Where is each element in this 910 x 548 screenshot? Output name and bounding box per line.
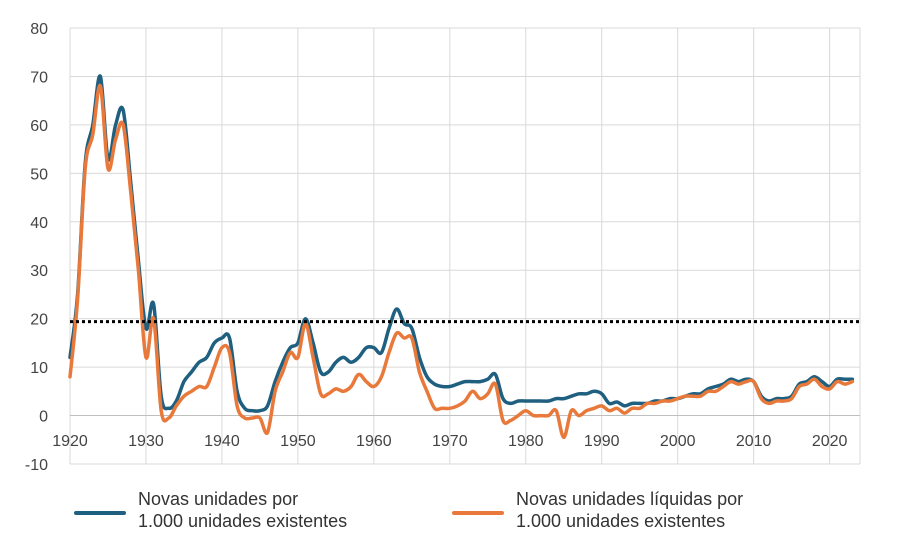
x-tick-label: 1930 [128, 433, 164, 450]
series-lines [68, 74, 855, 440]
y-tick-label: 50 [30, 166, 48, 183]
legend-label-series-2-line-2: 1.000 unidades existentes [516, 511, 726, 531]
grid [69, 27, 861, 465]
y-tick-label: 0 [39, 409, 48, 426]
x-tick-label: 1980 [508, 433, 544, 450]
y-tick-label: 20 [30, 312, 48, 329]
x-tick-label: 1940 [204, 433, 240, 450]
x-tick-label: 1990 [584, 433, 620, 450]
legend-label-series-2-line-1: Novas unidades líquidas por [516, 489, 744, 509]
y-axis: 80 70 60 50 40 30 20 10 0 -10 [25, 21, 48, 474]
y-tick-label: 10 [30, 360, 48, 377]
legend-item-series-2: Novas unidades líquidas por 1.000 unidad… [452, 488, 743, 538]
legend-label-series-1: Novas unidades por 1.000 unidades existe… [138, 488, 347, 532]
x-tick-label: 2020 [812, 433, 848, 450]
series-line-1 [68, 74, 855, 413]
y-tick-label: 40 [30, 215, 48, 232]
y-tick-label: 80 [30, 21, 48, 38]
legend-swatch-series-1 [74, 511, 126, 515]
y-tick-label: -10 [25, 457, 48, 474]
x-axis: 1920 1930 1940 1950 1960 1970 1980 1990 2000 2010… [52, 433, 847, 450]
legend-label-series-1-line-1: Novas unidades por [138, 489, 299, 509]
x-tick-label: 2010 [736, 433, 772, 450]
legend-label-series-2: Novas unidades líquidas por 1.000 unidad… [516, 488, 743, 532]
legend-item-series-1: Novas unidades por 1.000 unidades existe… [74, 488, 347, 538]
x-tick-label: 1960 [356, 433, 392, 450]
x-tick-label: 1950 [280, 433, 316, 450]
x-tick-label: 1920 [52, 433, 88, 450]
x-tick-label: 2000 [660, 433, 696, 450]
series-line-2 [68, 84, 855, 440]
x-tick-label: 1970 [432, 433, 468, 450]
y-tick-label: 60 [30, 118, 48, 135]
legend-swatch-series-2 [452, 511, 504, 515]
y-tick-label: 30 [30, 263, 48, 280]
y-tick-label: 70 [30, 69, 48, 86]
legend-label-series-1-line-2: 1.000 unidades existentes [138, 511, 348, 531]
